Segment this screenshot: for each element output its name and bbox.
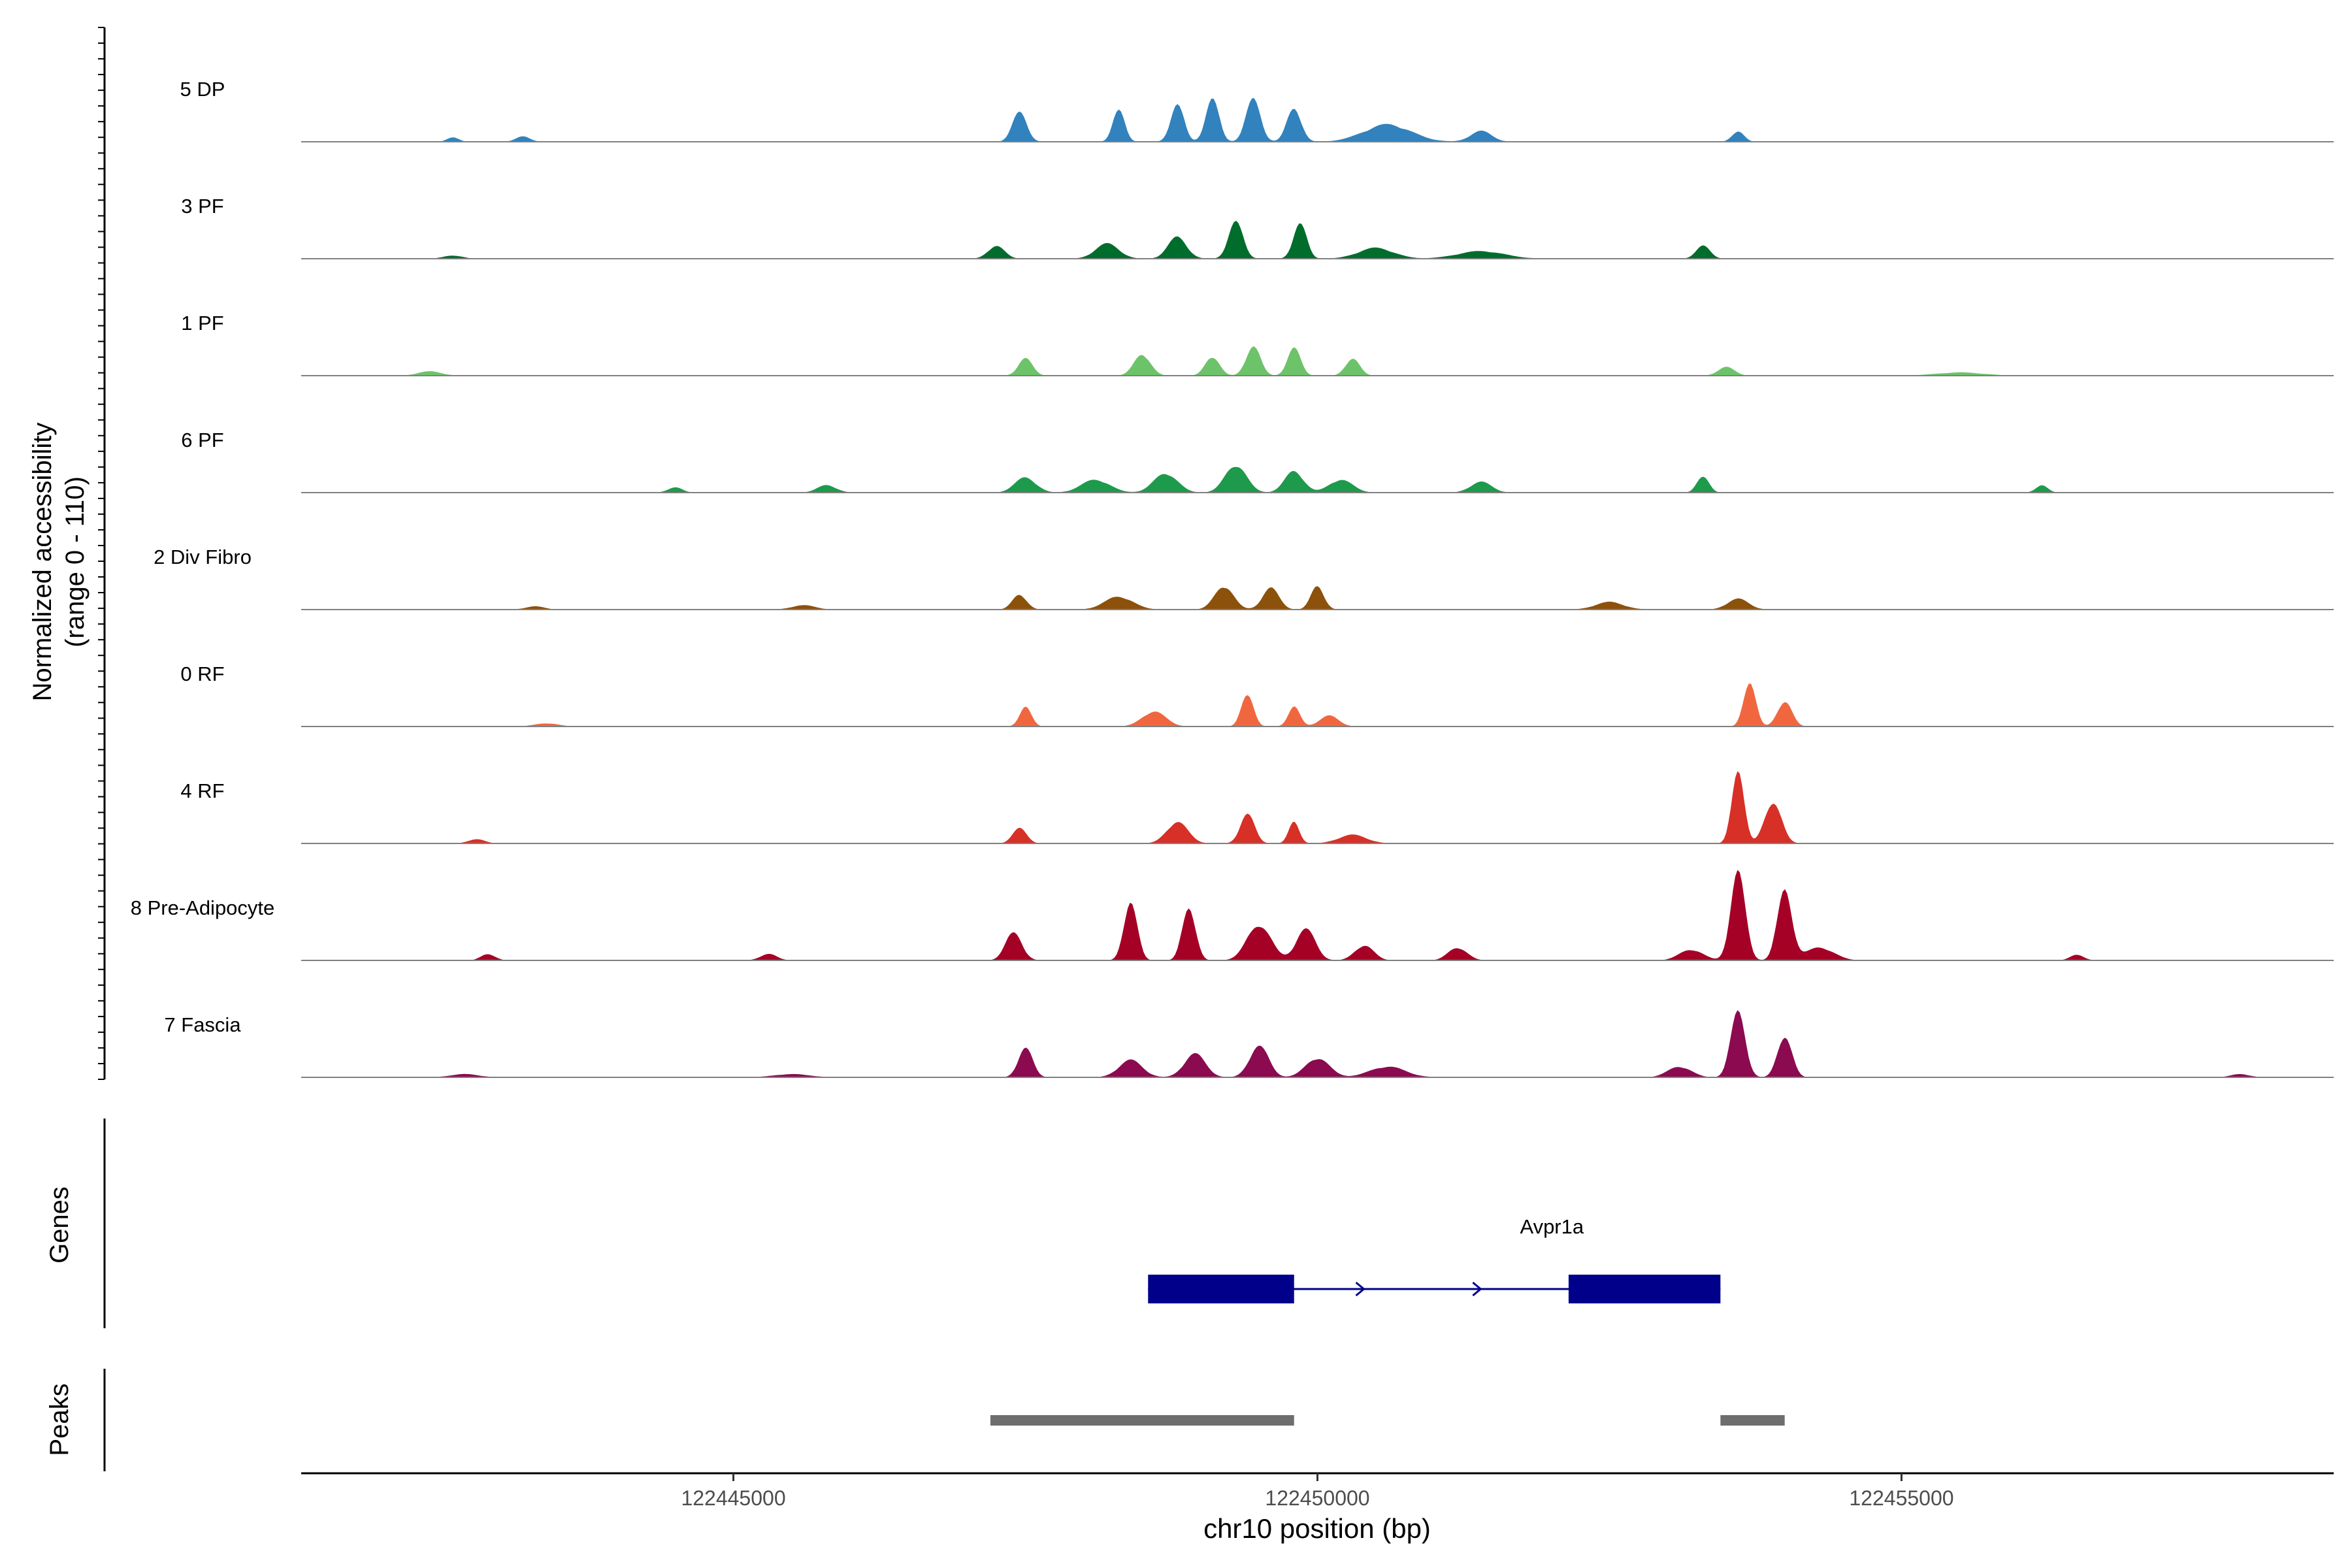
genes-panel-label: Genes (45, 1186, 74, 1264)
peak-region (1720, 1415, 1785, 1426)
peaks-panel-label: Peaks (45, 1383, 74, 1456)
gene-label: Avpr1a (1520, 1215, 1584, 1238)
track-label: 4 RF (180, 779, 224, 802)
track-6: 4 RF (180, 771, 2334, 844)
peak-bars (990, 1415, 1785, 1426)
track-2: 1 PF (181, 312, 2334, 376)
track-label: 7 Fascia (164, 1013, 241, 1036)
coverage-area (301, 771, 2334, 843)
coverage-area (301, 466, 2334, 493)
gene-model: Avpr1a (1148, 1215, 1721, 1303)
coverage-area (301, 870, 2334, 960)
gene-exon (1148, 1275, 1294, 1303)
gene-exon (1568, 1275, 1721, 1303)
track-label: 6 PF (181, 429, 223, 451)
track-5: 0 RF (180, 662, 2334, 727)
x-axis: 122445000 122450000 122455000 chr10 positi… (301, 1472, 2334, 1544)
x-tick-label: 122450000 (1265, 1486, 1369, 1510)
coverage-tracks: 5 DP 3 PF 1 PF 6 PF 2 Div Fibro 0 RF 4 RF 8 Pre… (131, 78, 2334, 1078)
track-label: 2 Div Fibro (154, 546, 252, 568)
coverage-area (301, 346, 2334, 376)
x-tick-label: 122445000 (681, 1486, 785, 1510)
coverage-area (301, 586, 2334, 610)
x-axis-title: chr10 position (bp) (1203, 1513, 1431, 1544)
y-axis (98, 27, 106, 1080)
x-tick-label: 122455000 (1849, 1486, 1953, 1510)
strand-arrow (1355, 1281, 1365, 1297)
coverage-area (301, 220, 2334, 259)
coverage-area (301, 683, 2334, 727)
coverage-area (301, 98, 2334, 142)
track-label: 8 Pre-Adipocyte (131, 896, 275, 919)
y-axis-title-line1: Normalized accessibility (28, 423, 57, 702)
gene-tracks: Avpr1a (1148, 1215, 1721, 1303)
track-7: 8 Pre-Adipocyte (131, 870, 2334, 961)
track-1: 3 PF (181, 195, 2334, 259)
peaks-panel: Peaks (45, 1369, 1785, 1471)
track-0: 5 DP (180, 78, 2334, 142)
track-label: 1 PF (181, 312, 223, 335)
track-4: 2 Div Fibro (154, 546, 2334, 610)
track-label: 5 DP (180, 78, 225, 101)
track-8: 7 Fascia (164, 1010, 2334, 1078)
coverage-area (301, 1010, 2334, 1077)
track-3: 6 PF (181, 429, 2334, 493)
peak-region (990, 1415, 1294, 1426)
genes-panel: Genes Avpr1a (45, 1119, 1721, 1328)
strand-arrow (1472, 1281, 1482, 1297)
track-label: 0 RF (180, 662, 224, 685)
x-ticks: 122445000 122450000 122455000 (681, 1473, 1954, 1510)
track-label: 3 PF (181, 195, 223, 218)
y-axis-title-line2: (range 0 - 110) (61, 476, 90, 647)
y-axis-title: Normalized accessibility (range 0 - 110) (28, 423, 90, 702)
